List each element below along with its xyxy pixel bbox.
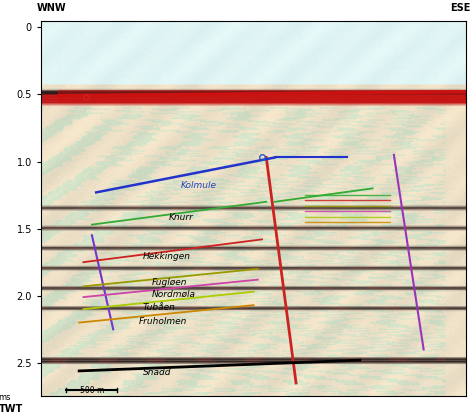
Text: Hekkingen: Hekkingen [143,252,191,261]
Text: ESE: ESE [450,3,470,13]
Text: Tubåen: Tubåen [143,303,176,312]
Text: 500 m: 500 m [80,386,104,395]
Bar [58,90,466,103]
Text: Fruholmen: Fruholmen [139,317,187,326]
Text: Fugløen: Fugløen [152,278,187,287]
Text: Kolmule: Kolmule [181,181,217,190]
Text: Snadd: Snadd [143,368,172,377]
Text: Nordmøla: Nordmøla [152,290,195,299]
Text: WNW: WNW [36,3,66,13]
Text: TWT: TWT [0,404,23,414]
Text: Knurr: Knurr [168,214,193,222]
Text: ms: ms [0,393,11,402]
